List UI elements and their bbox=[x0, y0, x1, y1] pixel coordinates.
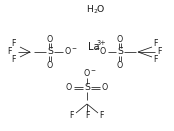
Text: O: O bbox=[47, 34, 53, 43]
Text: S: S bbox=[84, 83, 90, 92]
Text: O: O bbox=[47, 61, 53, 70]
Text: F: F bbox=[158, 48, 162, 56]
Text: O: O bbox=[102, 83, 108, 92]
Text: F: F bbox=[12, 56, 16, 64]
Text: F: F bbox=[12, 40, 16, 48]
Text: 3+: 3+ bbox=[96, 40, 106, 46]
Text: F: F bbox=[153, 56, 157, 64]
Text: La: La bbox=[88, 42, 100, 52]
Text: −: − bbox=[72, 45, 77, 50]
Text: F: F bbox=[153, 40, 157, 48]
Text: F: F bbox=[7, 48, 11, 56]
Text: F: F bbox=[100, 111, 104, 121]
Text: S: S bbox=[47, 48, 53, 56]
Text: O: O bbox=[117, 61, 123, 70]
Text: O: O bbox=[96, 6, 104, 15]
Text: O: O bbox=[100, 48, 106, 56]
Text: F: F bbox=[85, 111, 89, 121]
Text: F: F bbox=[70, 111, 74, 121]
Text: −: − bbox=[90, 67, 96, 72]
Text: O: O bbox=[84, 70, 90, 78]
Text: H: H bbox=[86, 6, 93, 15]
Text: O: O bbox=[66, 83, 72, 92]
Text: 2: 2 bbox=[93, 9, 97, 14]
Text: O: O bbox=[65, 48, 71, 56]
Text: −: − bbox=[94, 45, 100, 50]
Text: S: S bbox=[117, 48, 123, 56]
Text: O: O bbox=[117, 34, 123, 43]
